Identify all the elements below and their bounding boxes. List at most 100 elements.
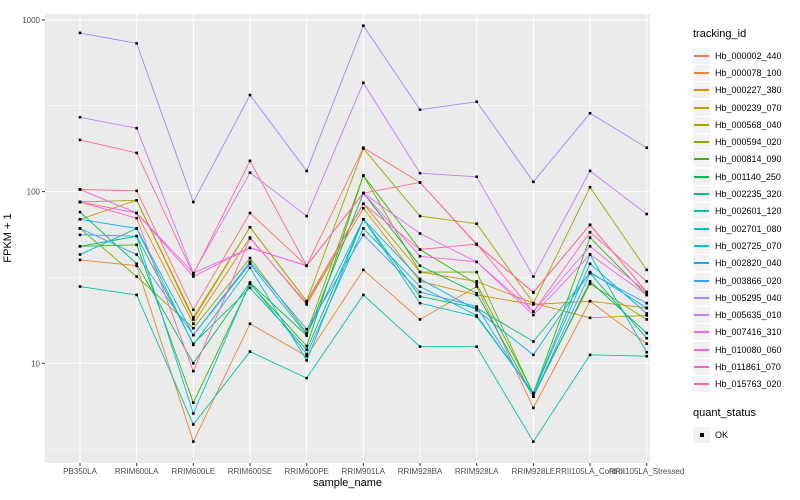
data-point: [305, 348, 308, 352]
legend-item: Hb_002725_070: [693, 237, 798, 254]
data-point: [305, 327, 308, 331]
data-point: [588, 253, 592, 256]
data-point: [418, 295, 422, 298]
data-point: [78, 200, 82, 204]
data-point: [475, 260, 478, 264]
legend-item: Hb_001140_250: [693, 168, 798, 185]
data-point: [645, 314, 648, 317]
data-point: [135, 227, 138, 230]
legend-item: Hb_003866_020: [693, 272, 798, 289]
point-marker-icon: [699, 432, 704, 437]
data-point: [645, 280, 648, 283]
legend-key: [693, 203, 710, 220]
data-point: [532, 275, 535, 278]
legend-item-label: Hb_002725_070: [715, 240, 782, 251]
legend-key-line: [694, 141, 709, 144]
legend-key: [693, 116, 710, 133]
x-tick-label: RRIM928LA: [455, 467, 499, 476]
data-point: [418, 270, 422, 274]
legend-key: [693, 376, 710, 393]
legend-key: [693, 289, 710, 306]
data-point: [588, 236, 592, 239]
data-point: [475, 306, 478, 310]
data-point: [475, 293, 478, 297]
legend-key-line: [694, 296, 709, 299]
data-point: [418, 264, 422, 268]
data-point: [362, 191, 365, 195]
data-point: [475, 270, 478, 274]
legend-key-line: [694, 383, 709, 386]
data-point: [78, 253, 82, 256]
data-point: [475, 314, 478, 317]
data-point: [588, 353, 592, 357]
y-axis-title: FPKM + 1: [2, 213, 14, 263]
data-point: [588, 280, 592, 283]
data-point: [475, 100, 478, 103]
data-point: [532, 340, 535, 343]
legend-item-label: Hb_000594_020: [715, 137, 782, 148]
data-point: [192, 200, 195, 204]
legend-key: [693, 358, 710, 375]
y-tick-label: 1000: [22, 16, 40, 25]
legend-key: [693, 220, 710, 237]
data-point: [248, 260, 252, 264]
x-tick-label: RRIM600SE: [228, 467, 272, 476]
data-point: [475, 291, 478, 295]
legend-key-line: [694, 365, 709, 368]
data-point: [305, 359, 308, 362]
x-tick-label: RRIM600LE: [172, 467, 216, 476]
x-tick-label: RRII105LA_Stressed: [609, 467, 684, 476]
data-point: [305, 333, 308, 336]
data-point: [645, 312, 648, 315]
x-tick-label: RRII105LA_Control: [555, 467, 625, 476]
data-point: [248, 236, 252, 240]
data-point: [645, 212, 648, 216]
data-point: [248, 159, 252, 163]
data-point: [305, 352, 308, 356]
legend-item-label: Hb_015763_020: [715, 379, 782, 390]
data-point: [588, 245, 592, 248]
legend-items: Hb_000002_440 Hb_000078_100 Hb_000227_380 H…: [693, 47, 798, 393]
data-point: [362, 174, 365, 177]
data-point: [78, 245, 82, 248]
data-point: [645, 301, 648, 305]
data-point: [248, 246, 252, 250]
data-point: [362, 217, 365, 221]
data-point: [645, 290, 648, 294]
legend-item-label: Hb_002820_040: [715, 258, 782, 269]
legend-item-label: Hb_002235_320: [715, 189, 782, 200]
legend-key-line: [694, 54, 709, 57]
plot-panel: [45, 14, 650, 463]
data-point: [418, 285, 422, 288]
legend-key: [693, 237, 710, 254]
legend-key: [693, 186, 710, 203]
legend-item-label: Hb_002701_080: [715, 223, 782, 234]
data-point: [78, 285, 82, 288]
legend-item-label: Hb_005295_040: [715, 292, 782, 303]
data-point: [532, 180, 535, 184]
data-point: [532, 406, 535, 410]
data-point: [192, 369, 195, 373]
data-point: [78, 217, 82, 221]
legend-key-line: [694, 262, 709, 265]
legend-item-label: Hb_003866_020: [715, 275, 782, 286]
data-point: [588, 262, 592, 266]
x-tick-label: RRIM600LA: [115, 467, 159, 476]
legend-item: Hb_000594_020: [693, 133, 798, 151]
data-point: [418, 318, 422, 321]
data-point: [192, 272, 195, 276]
data-point: [248, 225, 252, 229]
legend-key-line: [694, 244, 709, 247]
data-point: [192, 322, 195, 326]
legend-item-label: Hb_011861_070: [715, 361, 781, 372]
legend-title-quant-status: quant_status: [693, 406, 756, 419]
data-point: [588, 185, 592, 189]
legend-key-line: [694, 71, 709, 74]
data-point: [305, 331, 308, 335]
data-point: [192, 401, 195, 404]
legend-item-label: Hb_001140_250: [715, 171, 781, 182]
legend-key-line: [694, 314, 709, 317]
x-tick-label: RRIM928LE: [512, 467, 556, 476]
data-point: [135, 216, 138, 220]
data-point: [192, 318, 195, 321]
